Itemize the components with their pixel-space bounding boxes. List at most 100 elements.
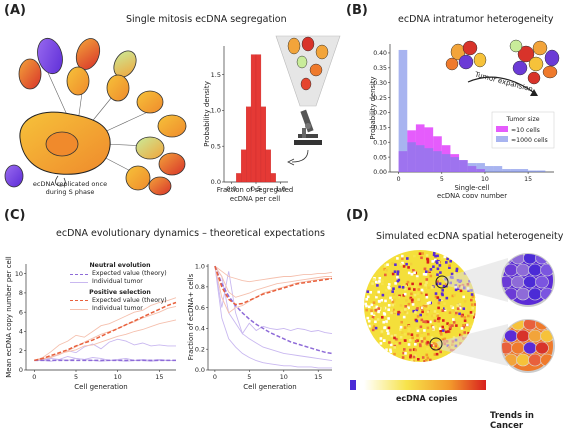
small-tumor [445,40,487,71]
tumor-cell [390,311,393,315]
tumor-cell [456,307,460,310]
microscope-icon [294,109,322,145]
tumor-cell [411,298,414,302]
tumor-cell [416,277,419,280]
tumor-cell [452,318,455,321]
tumor-cell [379,306,382,310]
tumor-cell [453,272,457,275]
tumor-cell [371,316,375,319]
daughter-cell [136,90,164,114]
tumor-cell [425,295,429,299]
tumor-cell [450,305,453,308]
tumor-cell [381,282,384,286]
y-axis-label: Mean ecDNA copy number per cell [5,256,13,378]
tumor-cell [429,268,433,271]
tumor-cell [454,288,458,292]
individual-tumor-line [34,319,177,361]
tumor-cell [432,265,435,268]
y-tick-label: 8 [19,289,23,297]
tumor-cell [396,270,400,273]
cell [315,44,329,60]
tumor-cell [431,260,434,263]
tumor-cell [462,324,465,327]
tumor-cell [471,295,475,298]
tumor-cell [384,264,387,267]
tumor-cell [418,299,421,303]
zoom-cell [516,353,530,367]
tumor-cell [394,282,397,285]
panel-d-title: Simulated ecDNA spatial heterogeneity [376,231,564,242]
tumor-cell [391,303,394,307]
tumor-cell [370,318,374,321]
tumor-cell [413,254,416,258]
spatial-tumor-illustration [350,250,555,390]
tumor-cell [411,336,414,340]
histogram-bar [450,157,460,172]
mitosis-illustration [4,37,187,196]
histogram-bar [484,166,494,172]
hist-a-xlabel-1: Fraction of segregated [216,186,294,194]
individual-tumor-line [34,297,177,361]
tumor-cell [397,310,400,314]
y-tick-label: 0.40 [373,50,387,57]
tumor-cell [434,325,437,328]
expansion-arrow-icon [467,76,537,95]
tumor-cell [455,267,459,271]
tumor-cell [410,292,413,296]
daughter-cell [135,136,165,160]
tumor-cell [447,330,450,333]
legend-neutral-title: Neutral evolution [89,262,151,269]
tumor-cell [398,285,401,289]
tumor-cell [450,272,454,276]
y-axis-label: Probability density [202,81,211,147]
histogram-bar [467,163,477,172]
tumor-cell [387,283,391,286]
tumor-cell [403,332,407,336]
tumor-cell [463,319,467,322]
tumor-cell [388,341,391,344]
tumor-cell [458,312,461,316]
histogram-bar [407,142,416,172]
tumor-cell [380,334,383,337]
tumor-cell [393,336,396,340]
tumor-cell [391,290,394,293]
tumor-cell [436,280,439,283]
tumor-cell [398,341,402,345]
tumor-cell [425,313,429,316]
tumor-cell [400,320,403,324]
tumor-cell [401,356,405,359]
panel-b-label: (B) [346,3,368,18]
tumor-cell [383,268,386,271]
legend-swatch [496,126,508,132]
tumor-cell [414,348,417,352]
tumor-cell [392,287,395,290]
histogram-bar [415,145,425,172]
tumor-cell [376,318,380,321]
panel-d-label: (D) [346,208,369,223]
tumor-cell [396,275,399,279]
tumor-cell [434,344,438,348]
tumor-cell [436,273,439,276]
tumor-cell [474,318,476,321]
x-tick-label: 0 [32,373,36,381]
zoom-cell [516,287,530,301]
tumor-cell [394,263,397,266]
tumor-cell [448,311,452,314]
cell [296,55,308,69]
tumor-cell [394,334,397,337]
tumor-cell [424,304,428,308]
histogram-bar [260,106,266,183]
tumor-cell [403,348,406,351]
individual-tumor-line [34,305,177,361]
histogram-bar [433,151,442,172]
histogram-bar [519,169,529,172]
tumor-cell [428,301,431,304]
tumor-cell [420,337,423,340]
x-tick-label: 5 [440,176,444,183]
tumor-cell [402,294,406,297]
tumor-cell [413,288,416,291]
tumor-cell [417,288,421,291]
panel-c-legend: Neutral evolution Expected value (theory… [70,262,170,313]
tumor-cell [432,342,436,345]
